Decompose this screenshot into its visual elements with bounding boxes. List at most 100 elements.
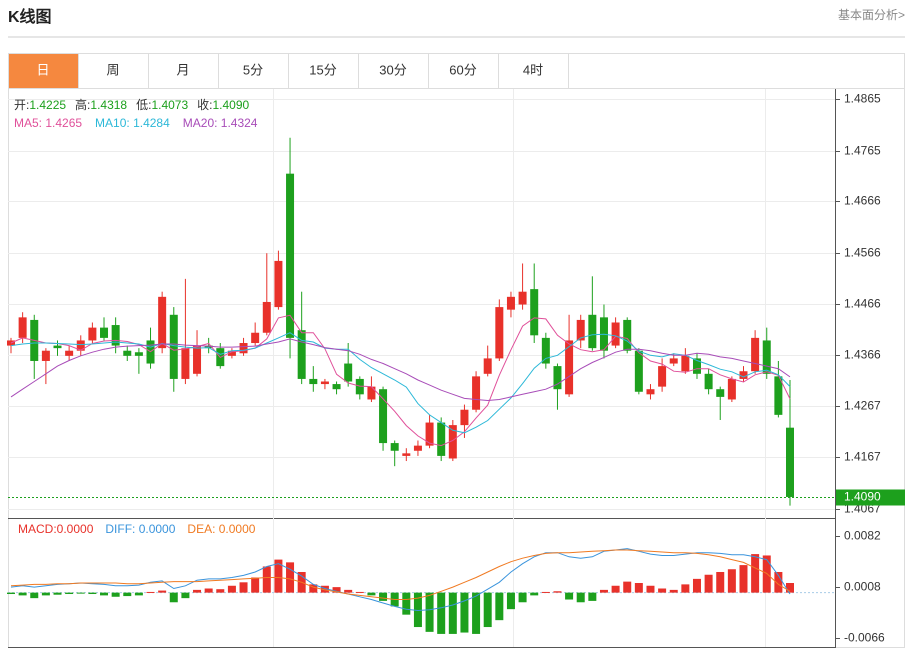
macd-line	[10, 548, 791, 612]
macd-bar	[506, 592, 515, 610]
y-tick-label: 1.4865	[844, 92, 881, 106]
y-tick-label: 1.4167	[844, 450, 881, 464]
fundamental-link[interactable]: 基本面分析>	[838, 8, 905, 22]
y-tick-label: 1.4466	[844, 297, 881, 311]
macd-bar	[274, 559, 283, 593]
candle-body	[483, 358, 492, 374]
candle-body	[53, 345, 62, 349]
candle-body	[355, 378, 364, 395]
macd-bar	[181, 592, 190, 599]
tab[interactable]: 月	[176, 62, 189, 77]
macd-bar	[716, 571, 725, 593]
macd-bar	[611, 585, 620, 593]
candle-body	[506, 296, 515, 310]
tab[interactable]: 5分	[243, 62, 263, 77]
macd-bar	[169, 592, 178, 603]
ma-legend: MA5: 1.4265	[14, 116, 82, 130]
macd-bar	[588, 592, 597, 601]
candle-body	[530, 289, 539, 336]
candle-body	[623, 319, 632, 351]
macd-bar	[193, 589, 202, 593]
candle-body	[692, 358, 701, 374]
candle-body	[413, 445, 422, 451]
y-tick-label: 1.4267	[844, 399, 881, 413]
candle-body	[472, 376, 481, 410]
candle-body	[18, 317, 27, 338]
candle-body	[262, 301, 271, 333]
candle-body	[111, 325, 120, 346]
macd-bar	[681, 584, 690, 593]
ma-legend: MA20: 1.4324	[183, 116, 258, 130]
macd-bar	[262, 566, 271, 593]
tab[interactable]: 15分	[309, 62, 336, 77]
candle-body	[367, 386, 376, 400]
y-tick-label: -0.0066	[844, 631, 885, 645]
ohlc-value: 1.4073	[151, 98, 188, 112]
macd-bar	[646, 585, 655, 593]
macd-bar	[286, 562, 295, 593]
macd-bar	[774, 571, 783, 593]
tab[interactable]: 日	[36, 62, 49, 77]
candle-body	[553, 366, 562, 390]
candle-body	[239, 343, 248, 354]
candle-body	[332, 384, 341, 390]
candle-body	[611, 322, 620, 346]
macd-bar	[576, 592, 585, 603]
tab[interactable]: 60分	[449, 62, 476, 77]
ohlc-key: 开:	[14, 98, 29, 112]
candle-body	[309, 378, 318, 385]
candle-body	[193, 345, 202, 374]
ma-line	[10, 338, 791, 402]
candle-body	[786, 427, 794, 497]
macd-bar	[65, 592, 74, 595]
y-tick-label: 0.0082	[844, 529, 881, 543]
candle-body	[390, 443, 399, 451]
macd-bar	[239, 582, 248, 593]
candle-body	[158, 296, 167, 349]
candle-body	[425, 422, 434, 446]
ma-line	[10, 332, 791, 434]
candle-body	[646, 389, 655, 395]
candle-body	[634, 350, 643, 392]
macd-bar	[460, 592, 469, 633]
candle-body	[297, 330, 306, 379]
candle-body	[7, 340, 15, 346]
macd-bar	[76, 592, 85, 594]
candle-body	[181, 348, 190, 379]
tab[interactable]: 周	[106, 62, 119, 77]
ohlc-key: 高:	[75, 97, 90, 112]
tab[interactable]: 30分	[379, 62, 406, 77]
candle-body	[344, 363, 353, 382]
candle-body	[134, 352, 143, 356]
candle-body	[588, 314, 597, 349]
y-tick-label: 0.0008	[844, 580, 881, 594]
macd-bar	[472, 592, 481, 634]
macd-bar	[425, 592, 434, 632]
candle-body	[518, 291, 527, 305]
macd-bar	[634, 583, 643, 593]
macd-bar	[158, 590, 167, 593]
candle-body	[123, 350, 132, 356]
macd-bar	[623, 581, 632, 593]
ma-legend: MA10: 1.4284	[95, 116, 170, 130]
macd-legend: DIFF: 0.0000	[105, 522, 175, 536]
macd-line	[10, 549, 791, 600]
tab[interactable]: 4时	[523, 62, 543, 77]
macd-legend: DEA: 0.0000	[187, 522, 255, 536]
candle-body	[681, 355, 690, 372]
macd-bar	[541, 591, 550, 593]
candle-body	[460, 409, 469, 426]
macd-bar	[7, 592, 15, 595]
macd-bar	[704, 574, 713, 593]
macd-bar	[18, 592, 27, 596]
candle-body	[169, 314, 178, 379]
candle-body	[274, 260, 283, 308]
macd-bar	[251, 577, 260, 593]
tab-active-bg	[9, 54, 78, 88]
macd-bar	[599, 589, 608, 593]
candle-body	[774, 376, 783, 415]
macd-bar	[437, 592, 446, 634]
macd-bar	[123, 592, 132, 597]
macd-bar	[379, 592, 388, 601]
candle-body	[727, 378, 736, 400]
